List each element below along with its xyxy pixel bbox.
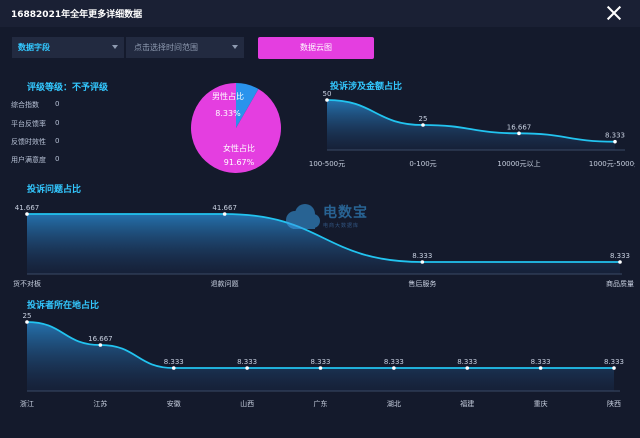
x-tick-label: 山西 <box>240 399 254 408</box>
data-point[interactable] <box>25 212 29 216</box>
x-tick-label: 100-500元 <box>309 160 345 168</box>
data-label: 50 <box>323 90 332 98</box>
gender-pie-chart: 男性占比 8.33% 女性占比 91.67% <box>191 83 281 173</box>
issue-area-chart: 41.667 货不对板 41.667 退款问题 8.333 售后服务 8.333 商品质量 <box>13 204 634 288</box>
data-point[interactable] <box>465 366 470 370</box>
data-label: 8.333 <box>605 132 625 140</box>
data-label: 8.333 <box>531 358 551 366</box>
data-label: 41.667 <box>212 204 237 212</box>
stat-value-timeliness: 0 <box>55 137 60 145</box>
x-tick-label: 售后服务 <box>408 279 436 288</box>
data-label: 25 <box>23 312 32 320</box>
pie-label-male: 男性占比 <box>212 91 244 101</box>
data-point[interactable] <box>318 366 323 370</box>
data-point[interactable] <box>618 260 622 264</box>
data-label: 8.333 <box>604 358 624 366</box>
data-point[interactable] <box>612 366 616 370</box>
stat-value-composite: 0 <box>55 100 60 108</box>
date-range-picker[interactable]: 点击选择时间范围 <box>126 37 244 58</box>
amount-chart-title: 投诉涉及金额占比 <box>330 82 403 92</box>
stat-label-composite: 综合指数 <box>11 101 39 109</box>
stat-label-feedback-rate: 平台反馈率 <box>11 120 46 128</box>
rating-title: 评级等级：不予评级 <box>27 83 109 93</box>
amount-area-chart: 50 100-500元 25 0-100元 16.667 10000元以上 8.333 100… <box>309 90 635 168</box>
cloud-logo-icon <box>286 204 320 229</box>
watermark-logo: 电数宝 电商大数据库 <box>283 200 383 236</box>
x-tick-label: 重庆 <box>534 399 548 408</box>
logo-text: 电数宝 <box>323 205 368 221</box>
area-fill <box>327 100 615 150</box>
data-label: 8.333 <box>237 358 257 366</box>
data-point[interactable] <box>325 98 329 102</box>
data-point[interactable] <box>421 123 425 127</box>
x-tick-label: 货不对板 <box>13 279 41 288</box>
data-label: 16.667 <box>507 123 532 131</box>
pie-slice[interactable] <box>191 83 281 173</box>
data-point[interactable] <box>98 343 103 347</box>
data-label: 8.333 <box>412 252 432 260</box>
data-label: 8.333 <box>610 252 630 260</box>
data-label: 8.333 <box>457 358 477 366</box>
area-fill <box>27 322 614 391</box>
data-field-label: 数据字段 <box>18 43 50 52</box>
data-cloud-button[interactable]: 数据云图 <box>258 37 374 59</box>
chevron-down-icon <box>112 45 118 49</box>
logo-subtext: 电商大数据库 <box>323 223 360 229</box>
title-bar: 16882021年全年更多详细数据 <box>0 0 640 27</box>
issue-chart-title: 投诉问题占比 <box>27 185 82 195</box>
data-point[interactable] <box>392 366 396 370</box>
x-tick-label: 安徽 <box>167 399 181 408</box>
data-label: 8.333 <box>384 358 404 366</box>
pie-label-female: 女性占比 <box>223 143 255 153</box>
window-title: 16882021年全年更多详细数据 <box>11 10 143 20</box>
x-tick-label: 陕西 <box>607 399 621 408</box>
data-point[interactable] <box>613 139 617 144</box>
pie-value-female: 91.67% <box>224 158 255 167</box>
data-label: 41.667 <box>15 204 40 212</box>
data-point[interactable] <box>538 366 543 370</box>
data-point[interactable] <box>222 212 227 216</box>
x-tick-label: 广东 <box>314 399 328 408</box>
stat-value-satisfaction: 0 <box>55 155 60 163</box>
area-fill <box>27 213 620 274</box>
x-tick-label: 浙江 <box>20 399 34 408</box>
data-point[interactable] <box>517 131 521 136</box>
data-label: 16.667 <box>88 335 113 343</box>
pie-value-male: 8.33% <box>215 109 241 118</box>
x-tick-label: 0-100元 <box>409 160 436 168</box>
data-label: 8.333 <box>164 358 184 366</box>
series-line <box>326 99 616 143</box>
x-tick-label: 1000元-5000元 <box>589 160 635 168</box>
x-tick-label: 福建 <box>460 399 474 408</box>
x-tick-label: 湖北 <box>387 399 401 408</box>
data-label: 25 <box>419 115 428 123</box>
data-point[interactable] <box>171 366 176 370</box>
x-tick-label: 10000元以上 <box>497 159 540 168</box>
data-label: 8.333 <box>310 358 330 366</box>
data-point[interactable] <box>245 366 249 370</box>
data-point[interactable] <box>420 260 425 264</box>
series-line <box>27 213 620 263</box>
location-chart-title: 投诉者所在地占比 <box>27 301 100 311</box>
date-range-placeholder: 点击选择时间范围 <box>134 43 198 52</box>
chevron-down-icon <box>232 45 238 49</box>
location-area-chart: 25 浙江 16.667 江苏 8.333 安徽 8.333 山西 8.333 广东 8.333 湖北… <box>20 312 624 408</box>
close-icon[interactable] <box>604 3 624 23</box>
data-field-select[interactable]: 数据字段 <box>12 37 124 58</box>
pie-slice[interactable] <box>236 83 259 128</box>
x-tick-label: 退款问题 <box>211 279 239 288</box>
x-tick-label: 商品质量 <box>606 279 634 288</box>
stat-label-timeliness: 反馈时效性 <box>11 138 46 146</box>
stat-value-feedback-rate: 0 <box>55 119 60 127</box>
stat-label-satisfaction: 用户满意度 <box>11 156 46 164</box>
x-tick-label: 江苏 <box>93 399 107 408</box>
data-point[interactable] <box>25 320 29 324</box>
